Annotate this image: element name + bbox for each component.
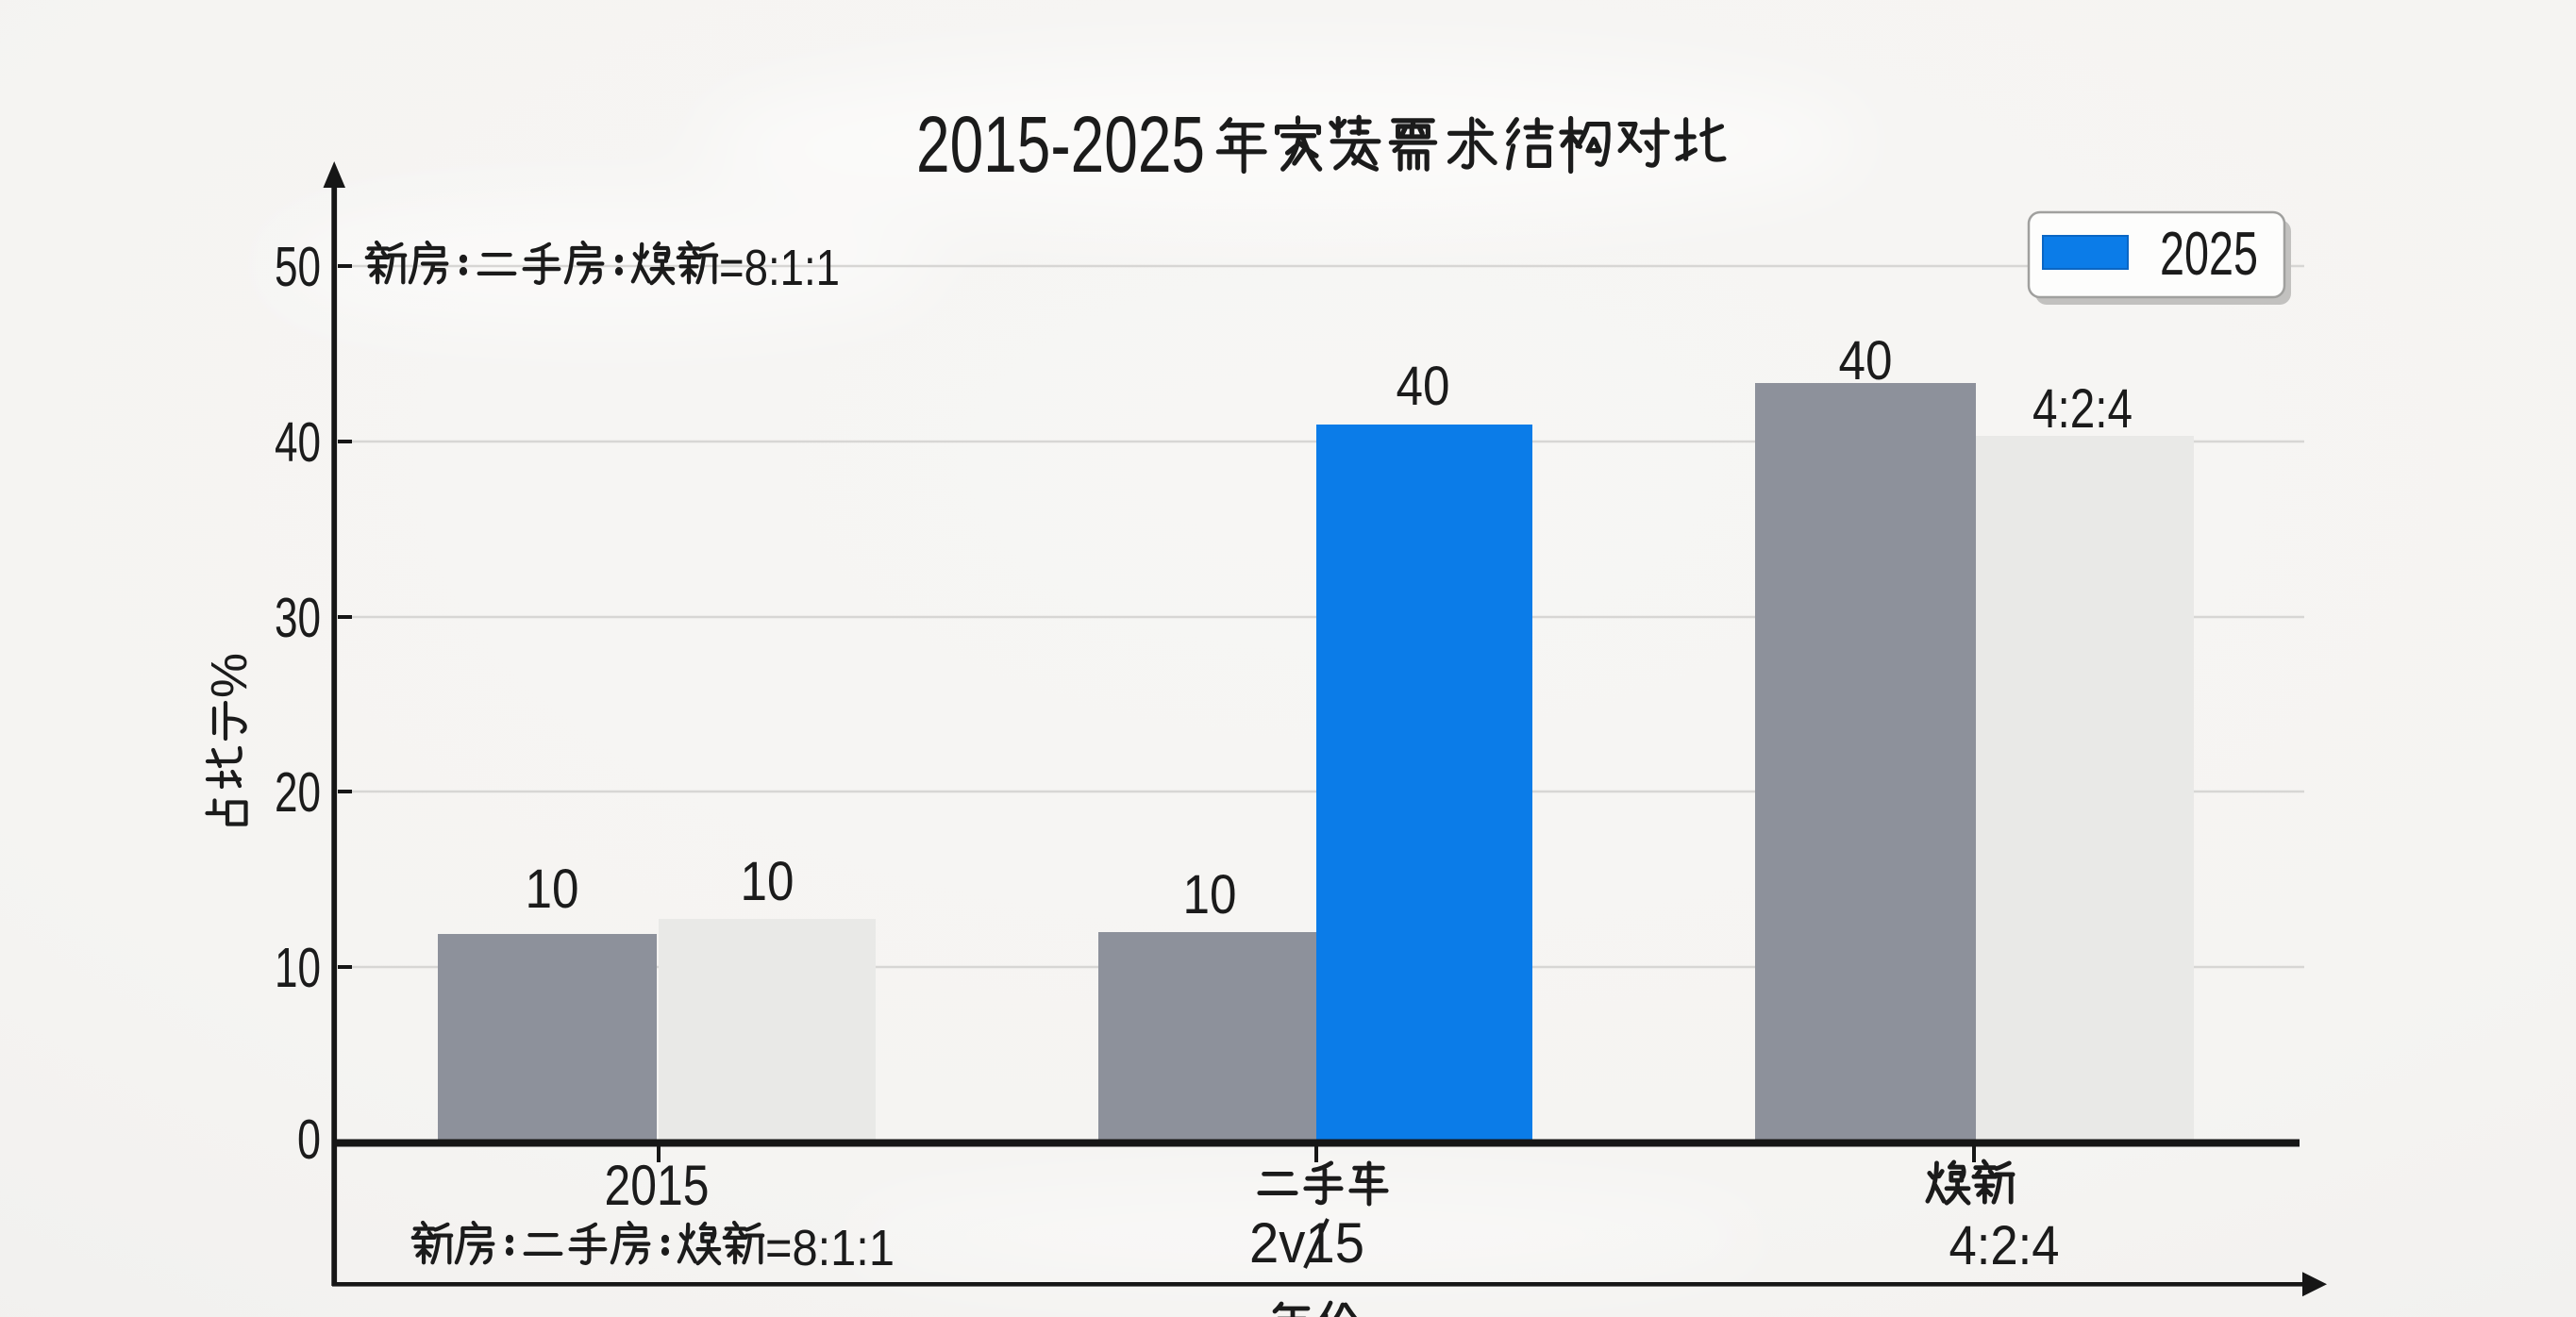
svg-text:4:2:4: 4:2:4 xyxy=(2032,378,2133,440)
svg-text:0: 0 xyxy=(297,1109,321,1171)
svg-text:40: 40 xyxy=(275,411,321,474)
svg-text:2025: 2025 xyxy=(2160,219,2258,288)
svg-text:10: 10 xyxy=(526,859,579,920)
svg-text:=8:1:1: =8:1:1 xyxy=(765,1220,895,1276)
svg-text:%: % xyxy=(201,653,258,698)
svg-text:40: 40 xyxy=(1839,330,1893,392)
svg-text:40: 40 xyxy=(1397,356,1450,417)
svg-text:=8:1:1: =8:1:1 xyxy=(719,240,840,296)
svg-text:10: 10 xyxy=(741,851,795,912)
svg-text:2015-2025: 2015-2025 xyxy=(916,100,1205,189)
svg-text:2015: 2015 xyxy=(605,1154,710,1217)
svg-text:30: 30 xyxy=(275,587,321,649)
svg-text:20: 20 xyxy=(275,761,321,824)
svg-text:50: 50 xyxy=(275,236,321,298)
svg-text:10: 10 xyxy=(1183,864,1237,925)
svg-text:10: 10 xyxy=(275,937,321,999)
svg-text:4:2:4: 4:2:4 xyxy=(1949,1215,2060,1276)
